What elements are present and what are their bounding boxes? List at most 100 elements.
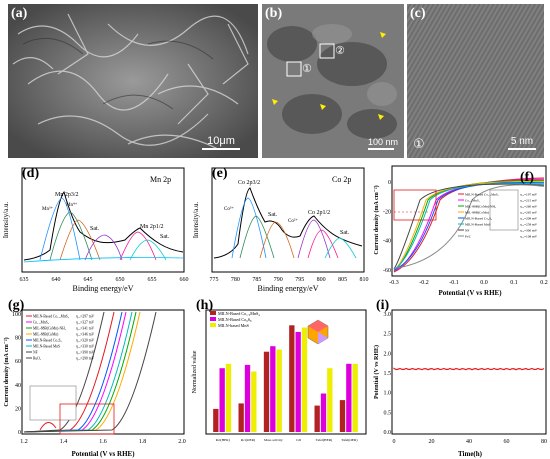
bar-0-3 xyxy=(289,325,295,432)
y-tick-label: 20 xyxy=(15,406,21,412)
mn-peak-9: Sat. xyxy=(160,234,170,240)
her-legend-label: MIL-88B(CoMn)-NH₂ xyxy=(465,205,496,209)
co-peak-5: Co 2p1/2 xyxy=(308,210,330,216)
stab-xlabel: Time(h) xyxy=(458,450,483,458)
x-tick-label: 655 xyxy=(148,277,157,283)
scale-bar-c: 5 nm xyxy=(508,136,536,150)
her-legend-label: Pt/C xyxy=(465,235,472,239)
x-tick-label: 40 xyxy=(466,439,472,445)
y-tick-label: 100 xyxy=(12,312,21,318)
oer-legend-label: Co₁.₅MnS₄ xyxy=(33,321,50,325)
oer-curve-4 xyxy=(23,311,123,433)
x-tick-label: 810 xyxy=(360,277,369,283)
region-marker-2: ② xyxy=(335,45,345,57)
oer-eta-label: η₁₀=330 mV xyxy=(76,345,94,349)
x-tick-label: 2.0 xyxy=(178,439,186,445)
oer-eta-label: η₁₀=320 mV xyxy=(76,339,94,343)
her-legend-label: MILN-Based Co₁.₅MnS₄ xyxy=(465,193,500,197)
panel-i-label: (i) xyxy=(376,298,390,313)
co-peak-3: Sat. xyxy=(268,212,278,218)
bar-category-label: Mass activity xyxy=(264,438,283,442)
oer-curve-5 xyxy=(23,311,133,433)
panel-f-label: (f) xyxy=(520,170,534,185)
y-tick-label: 80 xyxy=(15,336,21,342)
x-tick-label: -0.2 xyxy=(419,280,429,286)
bar-category-label: Tafel(OER) xyxy=(341,438,358,442)
y-tick-label: 0.0 xyxy=(384,430,392,436)
panel-f-her-lsv: (f) Current density (mA cm⁻²) Potential … xyxy=(370,160,550,298)
x-tick-label: 805 xyxy=(338,277,347,283)
y-tick-label: 40 xyxy=(15,383,21,389)
bar-0-1 xyxy=(238,403,244,432)
panel-a-sem-image: (a) 10μm xyxy=(8,4,258,158)
bar-category-label: Rct(OER) xyxy=(241,438,256,442)
mn-peak-0: Mn 2p3/2 xyxy=(55,192,79,198)
panel-c-hrtem-image: (c) ① 5 nm xyxy=(407,4,544,158)
xps-mn-plot: Mn 2p Intensity/a.u. Binding energy/eV M… xyxy=(2,167,189,293)
x-tick-label: 1.2 xyxy=(20,439,28,445)
her-eta-label: η₁₀=209 mV xyxy=(520,217,538,221)
her-ylabel: Current density (mA cm⁻²) xyxy=(373,185,380,254)
x-tick-label: 0.2 xyxy=(540,280,548,286)
bar-ylabel: Normalized value xyxy=(192,350,198,393)
bar-1-1 xyxy=(244,364,251,432)
oer-legend-label: MILN-Based Co₁.₅MnS₄ xyxy=(33,315,70,319)
co-peak-1: Co³⁺ xyxy=(224,206,234,212)
oer-curve-1 xyxy=(23,311,127,433)
oer-xlabel: Potential (V vs RHE) xyxy=(71,450,135,458)
x-tick-label: 780 xyxy=(231,277,240,283)
y-tick-label: 60 xyxy=(15,359,21,365)
bar-0-5 xyxy=(339,400,346,432)
bar-2-0 xyxy=(225,363,232,432)
her-legend-label: NF xyxy=(465,229,469,233)
y-tick-label: -20 xyxy=(383,209,391,215)
bar-category-label: Rct(HER) xyxy=(216,438,231,442)
her-eta-label: η₁₀=258 mV xyxy=(520,223,538,227)
panel-c-label: (c) xyxy=(410,6,426,21)
y-tick-label: 0 xyxy=(388,180,391,186)
oer-eta-label: η₁₀=290 mV xyxy=(76,357,94,361)
x-tick-label: 635 xyxy=(20,277,29,283)
panel-g-oer-lsv: (g) Current density (mA cm⁻²) Potential … xyxy=(0,298,190,459)
x-tick-label: 80 xyxy=(541,439,547,445)
bar-1-4 xyxy=(320,393,327,432)
bar-legend-label: MILN-Based Co₁.₅MnS₄ xyxy=(218,311,260,316)
oer-legend-label: MILN-Based Co₉S₈ xyxy=(33,339,63,343)
bar-legend-label: MILN-Based Co₉S₈ xyxy=(218,317,252,322)
x-tick-label: 800 xyxy=(317,277,326,283)
x-tick-label: 645 xyxy=(84,277,93,283)
oer-legend-label: MIL-88B(CoMn)-NH₂ xyxy=(33,327,67,331)
bar-0-0 xyxy=(213,408,219,432)
x-tick-label: 775 xyxy=(210,277,219,283)
co-peak-4: Co²⁺ xyxy=(288,218,298,224)
tem-texture-b xyxy=(262,4,404,158)
y-tick-label: 0.5 xyxy=(384,410,392,416)
x-tick-label: 60 xyxy=(504,439,510,445)
x-tick-label: 795 xyxy=(295,277,304,283)
her-legend-label: MILN-Based MnS xyxy=(465,223,491,227)
x-tick-label: 0.1 xyxy=(510,280,518,286)
region-marker-1: ① xyxy=(302,63,312,75)
panel-i-stability: (i) Potential (V vs RHE) Time(h) 0 20 40 60… xyxy=(370,298,550,459)
y-tick-label: -40 xyxy=(383,239,391,245)
mn-peak-1: Mn³⁺ xyxy=(42,206,53,212)
her-curve-3 xyxy=(393,180,545,271)
oer-eta-label: η₁₀=297 mV xyxy=(76,315,94,319)
xps-mn-ylabel: Intensity/a.u. xyxy=(2,201,10,238)
xps-mn-title: Mn 2p xyxy=(150,175,171,184)
x-tick-label: 1.8 xyxy=(139,439,147,445)
bar-legend-swatch xyxy=(210,317,216,321)
bar-category-label: Tafel(HER) xyxy=(316,438,333,442)
scale-bar-c-text: 5 nm xyxy=(510,136,534,147)
bar-1-3 xyxy=(295,331,301,432)
y-tick-label: 1.5 xyxy=(384,371,392,377)
panel-d-xps-mn: (d) Mn 2p Intensity/a.u. Binding energy/… xyxy=(0,160,190,295)
x-tick-label: -0.1 xyxy=(449,280,459,286)
her-eta-label: η₁₀=260 mV xyxy=(520,205,538,209)
her-legend-label: MIL-88B(CoMn) xyxy=(465,211,489,215)
her-eta-label: η₁₀=197 mV xyxy=(520,193,538,197)
panel-e-xps-co: (e) Co 2p Intensity/a.u. Binding energy/… xyxy=(190,160,370,295)
xps-co-plot: Co 2p Intensity/a.u. Binding energy/eV C… xyxy=(192,167,369,293)
oer-eta-label: η₁₀=327 mV xyxy=(76,321,94,325)
her-curve-5 xyxy=(393,182,545,270)
